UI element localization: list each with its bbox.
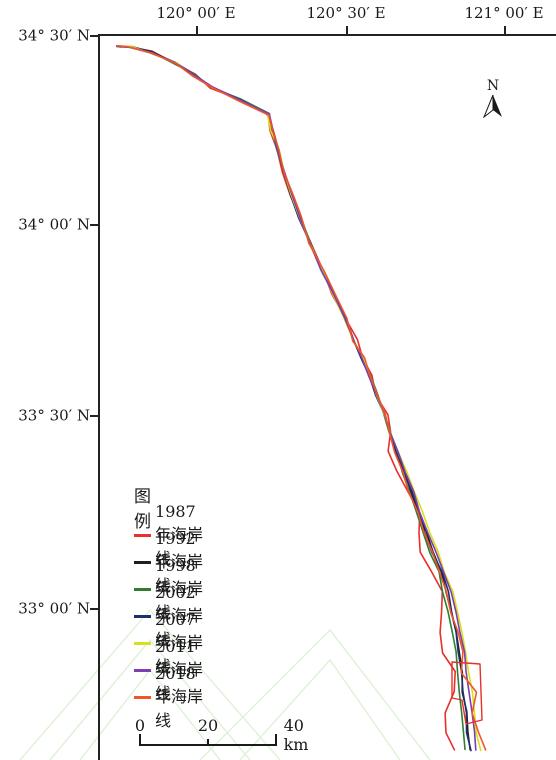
legend-label: 1998年海岸线	[155, 555, 204, 622]
lat-tick	[90, 415, 98, 417]
lat-label-33-30: 33° 30′ N	[18, 406, 90, 425]
legend-swatch	[134, 560, 152, 564]
legend-swatch	[134, 587, 152, 591]
north-arrow-icon	[482, 94, 502, 119]
lon-tick	[196, 26, 198, 34]
legend-item: 2018年海岸线	[134, 664, 211, 730]
legend-item: 1992年海岸线	[134, 529, 211, 595]
legend-label: 2007年海岸线	[155, 609, 204, 676]
legend-swatch	[134, 668, 152, 672]
legend-item: 2007年海岸线	[134, 610, 211, 676]
scale-label: 20	[197, 716, 219, 735]
coastline-6	[116, 44, 487, 751]
map-frame	[98, 34, 556, 760]
legend-label: 2011年海岸线	[155, 636, 204, 703]
legend-item: 1987年海岸线	[134, 502, 211, 568]
lon-label-121-00: 121° 00′ E	[464, 4, 544, 22]
legend-item: 2002年海岸线	[134, 583, 211, 649]
lat-label-33-00: 33° 00′ N	[18, 599, 90, 618]
scale-bar-graphic	[139, 734, 277, 746]
coastline-5	[115, 45, 477, 751]
lat-tick	[90, 224, 98, 226]
lat-tick	[90, 35, 98, 37]
legend-label: 2018年海岸线	[155, 663, 204, 730]
legend-item: 1998年海岸线	[134, 556, 211, 622]
legend-swatch	[134, 641, 152, 645]
legend-label: 1992年海岸线	[155, 528, 204, 595]
lat-tick	[90, 608, 98, 610]
lat-label-34-00: 34° 00′ N	[18, 215, 90, 234]
north-arrow: N	[482, 78, 504, 122]
legend-swatch	[134, 533, 152, 537]
reclamation-outline	[451, 661, 483, 725]
legend-swatch	[134, 614, 152, 618]
lon-label-120-30: 120° 30′ E	[306, 4, 386, 22]
legend-swatch	[134, 695, 152, 699]
north-label: N	[486, 78, 500, 94]
legend-label: 2002年海岸线	[155, 582, 204, 649]
lon-label-120-00: 120° 00′ E	[156, 4, 236, 22]
lat-label-34-30: 34° 30′ N	[18, 26, 90, 45]
legend-item: 2011年海岸线	[134, 637, 211, 703]
scale-label: 0	[134, 716, 146, 735]
scale-label: 40 km	[283, 716, 309, 754]
legend-title: 图例	[134, 487, 151, 532]
legend-label: 1987年海岸线	[155, 501, 204, 568]
lon-tick	[504, 26, 506, 34]
lon-tick	[346, 26, 348, 34]
